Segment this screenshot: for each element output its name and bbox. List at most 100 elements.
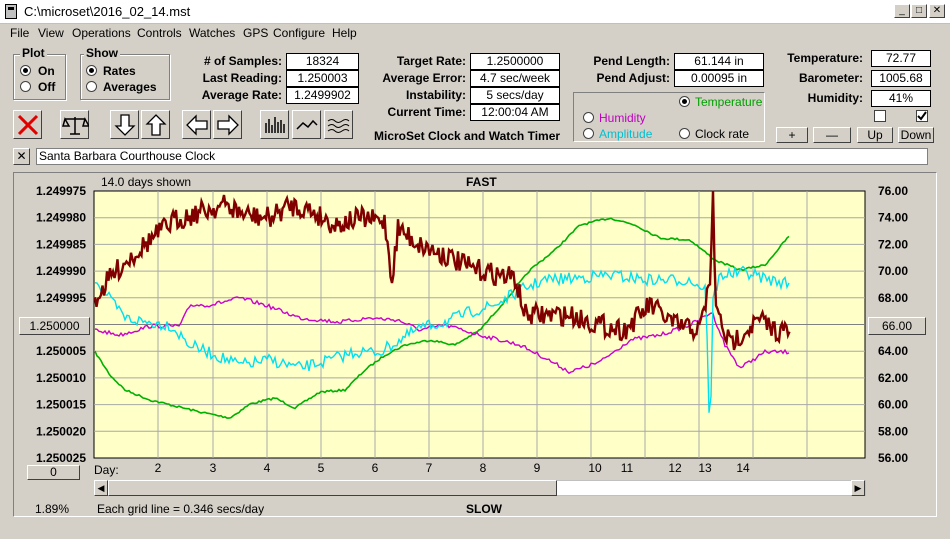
arrow-up-button[interactable] — [141, 110, 170, 139]
arrow-down-icon — [114, 114, 136, 136]
plot-on-radio[interactable] — [20, 65, 31, 76]
humidity-field: 41% — [871, 90, 931, 107]
instability-field: 5 secs/day — [470, 87, 560, 104]
line-view-button[interactable] — [292, 110, 321, 139]
temperature-label: Temperature: — [787, 51, 863, 65]
amplitude-channel-label: Amplitude — [599, 127, 653, 141]
day-tick-label: 7 — [426, 461, 433, 475]
average-rate-label: Average Rate: — [201, 88, 282, 102]
plot-off-radio[interactable] — [20, 81, 31, 92]
right-checkbox[interactable] — [916, 110, 928, 122]
last-reading-field: 1.250003 — [286, 70, 359, 87]
rate-tick-label: 1.250020 — [36, 424, 86, 438]
pend-adjust-field: 0.00095 in — [674, 70, 764, 87]
arrow-right-button[interactable] — [213, 110, 242, 139]
arrow-down-button[interactable] — [110, 110, 139, 139]
maximize-button[interactable]: □ — [911, 4, 927, 18]
menu-file[interactable]: File — [10, 26, 30, 40]
menu-gps[interactable]: GPS — [243, 26, 269, 40]
app-icon — [5, 4, 17, 19]
offset-button[interactable]: 0 — [27, 465, 80, 480]
current-time-field: 12:00:04 AM — [470, 104, 560, 121]
rate-tick-label: 1.249995 — [36, 291, 86, 305]
plot-group-title: Plot — [20, 46, 47, 60]
menu-configure[interactable]: Configure — [273, 26, 326, 40]
day-axis-label: Day: — [94, 463, 119, 477]
scrollbar-track — [557, 481, 851, 495]
scroll-left-arrow-icon[interactable]: ◀ — [94, 480, 108, 496]
title-bar — [0, 0, 950, 24]
rate-tick-label: 1.249990 — [36, 264, 86, 278]
menu-view[interactable]: View — [38, 26, 64, 40]
scroll-down-button[interactable]: Down — [898, 127, 934, 143]
temperature-series-line — [94, 217, 790, 419]
rate-tick-label: 1.250025 — [36, 451, 86, 465]
left-checkbox[interactable] — [874, 110, 886, 122]
stop-button[interactable] — [13, 110, 42, 139]
plot-off-label: Off — [38, 80, 56, 94]
menu-operations[interactable]: Operations — [72, 26, 131, 40]
days-shown-label: 14.0 days shown — [101, 175, 192, 189]
x-icon — [17, 114, 39, 136]
temp-tick-label: 76.00 — [878, 184, 908, 198]
temp-tick-label: 60.00 — [878, 398, 908, 412]
menu-help[interactable]: Help — [332, 26, 357, 40]
clock-rate-radio[interactable] — [679, 128, 690, 139]
humidity-radio[interactable] — [583, 112, 594, 123]
minimize-button[interactable]: _ — [894, 4, 910, 18]
temp-tick-label: 74.00 — [878, 211, 908, 225]
amplitude-series-line — [94, 265, 790, 413]
temp-center-button[interactable]: 66.00 — [868, 317, 926, 335]
day-tick-label: 4 — [264, 461, 271, 475]
samples-field: 18324 — [286, 53, 359, 70]
arrow-left-button[interactable] — [182, 110, 211, 139]
scroll-up-button[interactable]: Up — [857, 127, 893, 143]
menu-watches[interactable]: Watches — [189, 26, 236, 40]
amplitude-radio[interactable] — [583, 128, 594, 139]
day-tick-label: 14 — [736, 461, 750, 475]
average-error-label: Average Error: — [382, 71, 466, 85]
rate-center-button[interactable]: 1.250000 — [19, 317, 90, 335]
plot-frame — [13, 172, 937, 517]
barometer-field: 1005.68 — [871, 70, 931, 87]
balance-button[interactable] — [60, 110, 89, 139]
show-rates-radio[interactable] — [86, 65, 97, 76]
temp-tick-label: 64.00 — [878, 344, 908, 358]
day-tick-label: 10 — [588, 461, 602, 475]
scrollbar-thumb[interactable] — [108, 480, 557, 496]
clock-rate-channel-label: Clock rate — [695, 127, 750, 141]
close-button[interactable]: ✕ — [929, 4, 945, 18]
pend-adjust-label: Pend Adjust: — [596, 71, 670, 85]
current-time-label: Current Time: — [387, 105, 466, 119]
slow-label: SLOW — [466, 502, 502, 516]
scroll-right-arrow-icon[interactable]: ▶ — [851, 480, 865, 496]
temperature-channel-label: Temperature — [695, 95, 763, 109]
pend-length-label: Pend Length: — [593, 54, 670, 68]
channel-selector-panel — [573, 92, 765, 142]
temp-tick-label: 70.00 — [878, 264, 908, 278]
bar-histogram-icon — [265, 117, 285, 133]
temp-tick-label: 56.00 — [878, 451, 908, 465]
show-groupbox — [80, 54, 170, 100]
zoom-out-button[interactable]: — — [813, 127, 851, 143]
menu-controls[interactable]: Controls — [137, 26, 182, 40]
temperature-radio[interactable] — [679, 96, 690, 107]
watch-name-field[interactable]: Santa Barbara Courthouse Clock — [36, 148, 928, 165]
arrow-left-icon — [186, 114, 208, 136]
show-averages-radio[interactable] — [86, 81, 97, 92]
show-rates-label: Rates — [103, 64, 136, 78]
rate-tick-label: 1.249975 — [36, 184, 86, 198]
bars-view-button[interactable] — [260, 110, 289, 139]
grid-note-label: Each grid line = 0.346 secs/day — [97, 502, 265, 516]
temp-tick-label: 72.00 — [878, 237, 908, 251]
day-tick-label: 9 — [534, 461, 541, 475]
wave-view-button[interactable] — [324, 110, 353, 139]
clear-watch-button[interactable]: ✕ — [13, 148, 30, 165]
show-averages-label: Averages — [103, 80, 157, 94]
instability-label: Instability: — [405, 88, 466, 102]
average-error-field: 4.7 sec/week — [470, 70, 560, 87]
window-title: C:\microset\2016_02_14.mst — [24, 4, 191, 19]
day-tick-label: 11 — [621, 461, 634, 475]
rate-tick-label: 1.249980 — [36, 211, 86, 225]
zoom-in-button[interactable]: + — [776, 127, 808, 143]
